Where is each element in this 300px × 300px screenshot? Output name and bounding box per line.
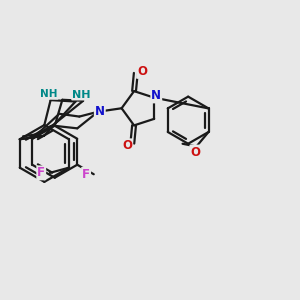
Text: NH: NH xyxy=(72,90,91,100)
Text: F: F xyxy=(82,168,90,181)
Text: F: F xyxy=(37,167,45,179)
Text: O: O xyxy=(122,139,132,152)
Text: N: N xyxy=(95,105,105,118)
Text: O: O xyxy=(137,65,147,78)
Text: O: O xyxy=(190,146,200,159)
Text: N: N xyxy=(151,89,161,102)
Text: NH: NH xyxy=(40,89,58,99)
